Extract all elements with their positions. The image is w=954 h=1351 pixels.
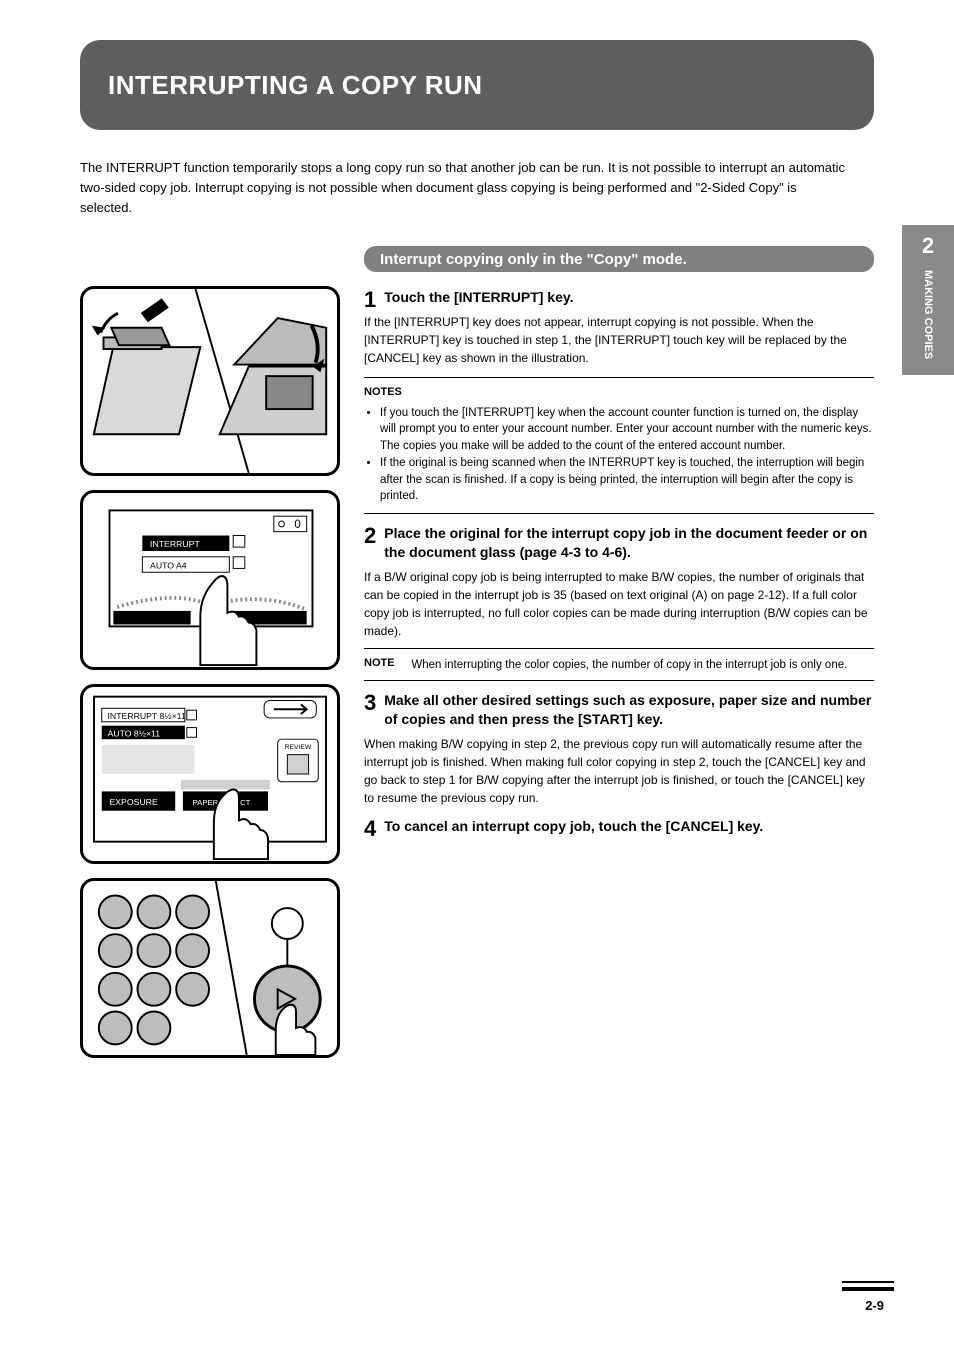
step-2-para: If a B/W original copy job is being inte… (364, 570, 868, 638)
illustration-touch-interrupt: 0 INTERRUPT AUTO A4 (80, 490, 340, 670)
illustration-screen-cancel: INTERRUPT 8½×11 AUTO 8½×11 REVIEW EXPOSU… (80, 684, 340, 864)
notes-list: If you touch the [INTERRUPT] key when th… (364, 405, 874, 505)
step-1: 1 Touch the [INTERRUPT] key. If the [INT… (364, 286, 874, 513)
svg-text:AUTO 8½×11: AUTO 8½×11 (108, 729, 161, 739)
svg-text:REVIEW: REVIEW (285, 744, 312, 751)
chapter-number: 2 (902, 233, 954, 259)
chapter-side-tab: 2 MAKING COPIES (902, 225, 954, 375)
step-4-number: 4 (364, 817, 376, 841)
step-1-text: If the [INTERRUPT] key does not appear, … (364, 313, 874, 514)
chapter-label: MAKING COPIES (922, 270, 934, 359)
step-1-para: If the [INTERRUPT] key does not appear, … (364, 315, 847, 365)
step-4: 4 To cancel an interrupt copy job, touch… (364, 815, 874, 842)
note-label-2: NOTE (364, 655, 408, 672)
step-1-heading: Touch the [INTERRUPT] key. (364, 288, 874, 307)
right-column: Interrupt copying only in the "Copy" mod… (364, 246, 874, 1058)
note-item: If you touch the [INTERRUPT] key when th… (380, 405, 874, 455)
content-columns: 0 INTERRUPT AUTO A4 (80, 246, 874, 1058)
step-3-heading: Make all other desired settings such as … (364, 691, 874, 729)
svg-text:EXPOSURE: EXPOSURE (109, 797, 157, 807)
step-3-text: When making B/W copying in step 2, the p… (364, 735, 874, 807)
notes-label: NOTES (364, 384, 874, 401)
svg-text:INTERRUPT 8½×11: INTERRUPT 8½×11 (108, 711, 186, 721)
note-item: If the original is being scanned when th… (380, 455, 874, 505)
step-1-number: 1 (364, 288, 376, 312)
page-number: 2-9 (865, 1298, 884, 1313)
intro-paragraph: The INTERRUPT function temporarily stops… (80, 158, 850, 218)
step-4-heading: To cancel an interrupt copy job, touch t… (364, 817, 874, 836)
count-label: 0 (294, 518, 300, 531)
section-heading-text: Interrupt copying only in the "Copy" mod… (380, 251, 687, 268)
illustration-place-original (80, 286, 340, 476)
step-3: 3 Make all other desired settings such a… (364, 689, 874, 807)
page-footer-rule (842, 1281, 894, 1291)
step-2-body: 2 Place the original for the interrupt c… (364, 522, 874, 681)
step-2-text: If a B/W original copy job is being inte… (364, 568, 874, 681)
step-2: 2 Place the original for the interrupt c… (364, 522, 874, 681)
left-column: 0 INTERRUPT AUTO A4 (80, 246, 340, 1058)
step-1-body: 1 Touch the [INTERRUPT] key. If the [INT… (364, 286, 874, 513)
illustration-keypad-start (80, 878, 340, 1058)
step-3-body: 3 Make all other desired settings such a… (364, 689, 874, 807)
step-2-number: 2 (364, 524, 376, 548)
step-2-heading: Place the original for the interrupt cop… (364, 524, 874, 562)
page-title-banner: INTERRUPTING A COPY RUN (80, 40, 874, 130)
note-box-2: NOTE When interrupting the color copies,… (364, 648, 874, 681)
section-heading: Interrupt copying only in the "Copy" mod… (364, 246, 874, 272)
svg-text:INTERRUPT: INTERRUPT (150, 540, 200, 550)
page: 2 MAKING COPIES INTERRUPTING A COPY RUN … (0, 0, 954, 1351)
page-title: INTERRUPTING A COPY RUN (108, 70, 483, 101)
notes-box: NOTES If you touch the [INTERRUPT] key w… (364, 377, 874, 514)
step-2-note: When interrupting the color copies, the … (411, 659, 847, 671)
spacer (80, 246, 340, 286)
svg-text:AUTO A4: AUTO A4 (150, 561, 187, 571)
step-4-body: 4 To cancel an interrupt copy job, touch… (364, 815, 874, 842)
step-3-number: 3 (364, 691, 376, 715)
